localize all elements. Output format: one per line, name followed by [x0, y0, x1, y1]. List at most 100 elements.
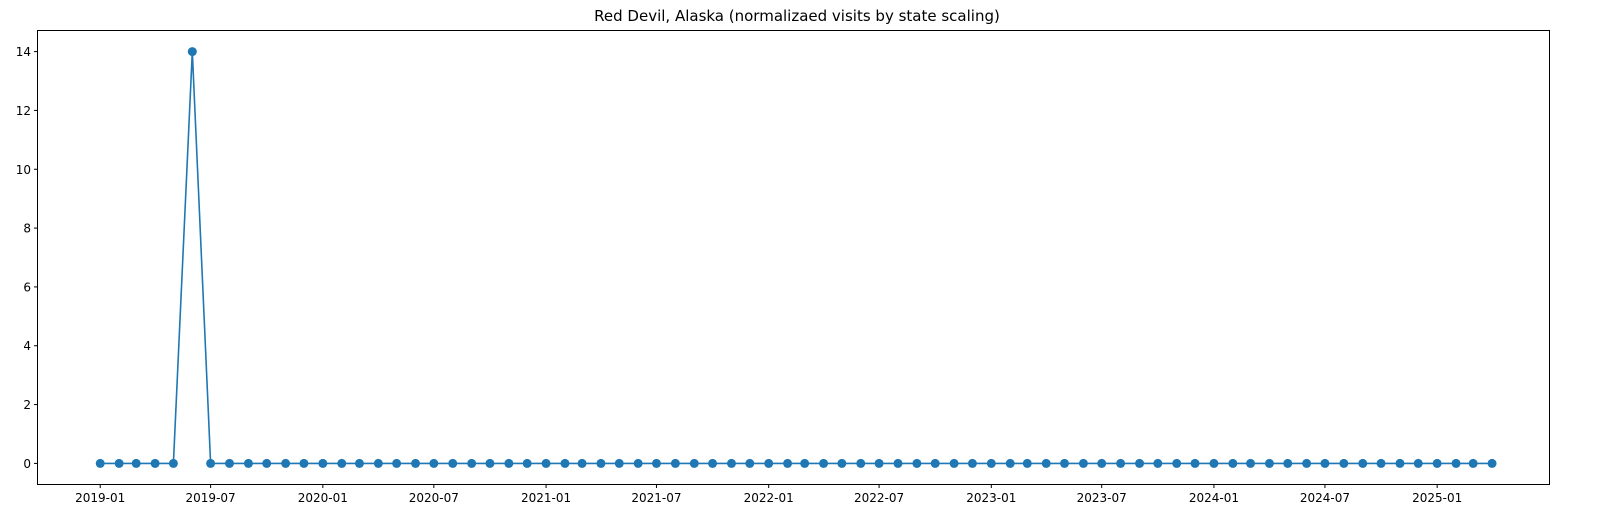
- x-tick-label: 2021-07: [631, 491, 681, 505]
- data-point: [1097, 458, 1107, 468]
- x-axis: 2019-01 2019-07 2020-01 2020-07 2021-01 2021-…: [75, 484, 1462, 505]
- data-point: [708, 458, 718, 468]
- data-point: [1078, 458, 1088, 468]
- data-point: [783, 458, 793, 468]
- data-point: [1339, 458, 1349, 468]
- data-point: [560, 458, 570, 468]
- y-tick-label: 14: [16, 45, 31, 59]
- data-point: [187, 47, 197, 57]
- y-tick-label: 0: [23, 457, 31, 471]
- x-tick-label: 2020-01: [298, 491, 348, 505]
- data-point: [1228, 458, 1238, 468]
- data-point: [633, 458, 643, 468]
- data-point: [1451, 458, 1461, 468]
- x-tick-label: 2019-07: [186, 491, 236, 505]
- data-point: [819, 458, 829, 468]
- y-tick-label: 10: [16, 163, 31, 177]
- data-point: [1022, 458, 1032, 468]
- data-point: [1358, 458, 1368, 468]
- data-point: [800, 458, 810, 468]
- data-point: [225, 458, 235, 468]
- data-point: [614, 458, 624, 468]
- data-point: [1264, 458, 1274, 468]
- data-point: [281, 458, 291, 468]
- data-point: [1153, 458, 1163, 468]
- data-point: [745, 458, 755, 468]
- data-point: [949, 458, 959, 468]
- data-point: [1395, 458, 1405, 468]
- x-tick-label: 2023-01: [966, 491, 1016, 505]
- x-tick-label: 2024-01: [1189, 491, 1239, 505]
- data-point: [967, 458, 977, 468]
- data-point: [318, 458, 328, 468]
- data-point: [262, 458, 272, 468]
- y-tick-label: 6: [23, 280, 31, 294]
- data-point: [206, 458, 216, 468]
- data-point: [1005, 458, 1015, 468]
- data-point: [373, 458, 383, 468]
- data-point: [577, 458, 587, 468]
- data-point: [95, 458, 105, 468]
- data-point: [114, 458, 124, 468]
- data-point: [837, 458, 847, 468]
- x-tick-label: 2025-01: [1412, 491, 1462, 505]
- data-point: [1060, 458, 1070, 468]
- y-axis: 0 2 4 6 8 10 12 14: [16, 45, 38, 471]
- x-tick-label: 2023-07: [1077, 491, 1127, 505]
- data-point: [504, 458, 514, 468]
- data-point: [299, 458, 309, 468]
- data-point: [986, 458, 996, 468]
- y-tick-label: 4: [23, 339, 31, 353]
- y-tick-label: 2: [23, 398, 31, 412]
- data-point: [689, 458, 699, 468]
- data-point: [1116, 458, 1126, 468]
- y-tick-label: 8: [23, 222, 31, 236]
- plot-area: [37, 30, 1550, 485]
- chart-title: Red Devil, Alaska (normalizaed visits by…: [594, 7, 1000, 25]
- data-point: [1283, 458, 1293, 468]
- x-tick-label: 2021-01: [521, 491, 571, 505]
- x-tick-label: 2019-01: [75, 491, 125, 505]
- data-point: [1209, 458, 1219, 468]
- data-point: [448, 458, 458, 468]
- data-point: [485, 458, 495, 468]
- data-point: [912, 458, 922, 468]
- data-point: [1468, 458, 1478, 468]
- data-point: [243, 458, 253, 468]
- data-point: [596, 458, 606, 468]
- data-point: [874, 458, 884, 468]
- data-point: [392, 458, 402, 468]
- x-tick-label: 2022-07: [854, 491, 904, 505]
- data-point: [1302, 458, 1312, 468]
- data-point: [354, 458, 364, 468]
- data-point: [764, 458, 774, 468]
- data-point: [1135, 458, 1145, 468]
- data-point: [930, 458, 940, 468]
- data-point: [1246, 458, 1256, 468]
- data-point: [429, 458, 439, 468]
- data-point: [670, 458, 680, 468]
- data-point: [337, 458, 347, 468]
- data-point: [1487, 458, 1497, 468]
- series-line: [100, 51, 1493, 465]
- data-point: [726, 458, 736, 468]
- data-point: [411, 458, 421, 468]
- data-point: [168, 458, 178, 468]
- data-point: [150, 458, 160, 468]
- data-point: [1172, 458, 1182, 468]
- data-point: [467, 458, 477, 468]
- y-tick-label: 12: [16, 104, 31, 118]
- data-point: [856, 458, 866, 468]
- data-point: [131, 458, 141, 468]
- data-point: [893, 458, 903, 468]
- series-layer: [95, 47, 1497, 468]
- data-point: [541, 458, 551, 468]
- data-point: [1413, 458, 1423, 468]
- data-point: [1432, 458, 1442, 468]
- data-point: [522, 458, 532, 468]
- x-tick-label: 2020-07: [409, 491, 459, 505]
- data-point: [1190, 458, 1200, 468]
- data-point: [1320, 458, 1330, 468]
- x-tick-label: 2022-01: [744, 491, 794, 505]
